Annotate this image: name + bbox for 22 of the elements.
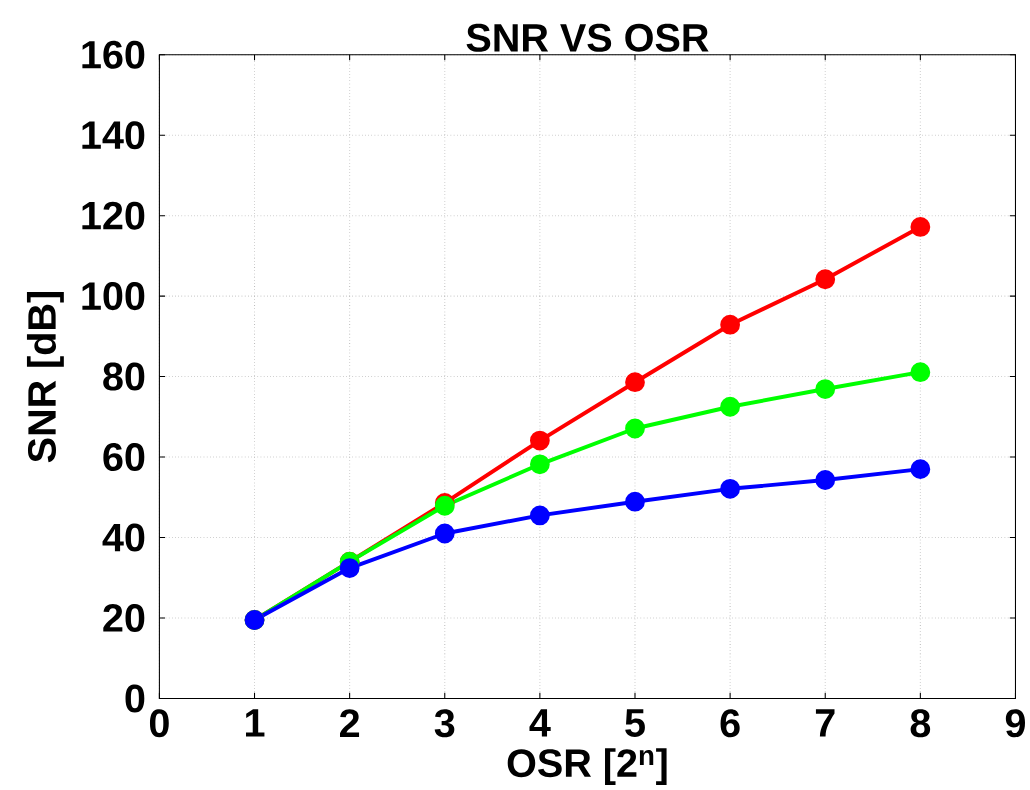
y-tick-label: 40 — [102, 523, 145, 552]
y-tick-label: 140 — [82, 120, 145, 149]
y-axis-title: SNR [dB] — [26, 291, 64, 463]
x-tick-label: 7 — [815, 709, 835, 737]
x-tick-label: 1 — [246, 709, 265, 737]
x-tick-label: 9 — [1005, 709, 1026, 738]
y-tick-label: 100 — [82, 281, 145, 310]
y-tick-label: 0 — [125, 684, 145, 713]
x-tick-label: 2 — [340, 709, 360, 737]
x-tick-label: 8 — [910, 709, 931, 738]
y-tick-label: 80 — [103, 362, 145, 391]
x-tick-label: 0 — [149, 709, 169, 738]
x-tick-label: 3 — [434, 709, 455, 738]
x-tick-label: 5 — [625, 709, 645, 737]
y-tick-label: 120 — [82, 201, 145, 230]
y-tick-label: 60 — [103, 442, 145, 471]
x-axis-title: OSR [2$^{n}$] — [507, 747, 667, 785]
y-tick-label: 160 — [82, 40, 145, 69]
y-tick-label: 20 — [103, 603, 145, 632]
chart-title: SNR VS OSR — [466, 23, 709, 52]
x-tick-label: 6 — [720, 709, 740, 738]
x-tick-label: 4 — [529, 709, 551, 737]
